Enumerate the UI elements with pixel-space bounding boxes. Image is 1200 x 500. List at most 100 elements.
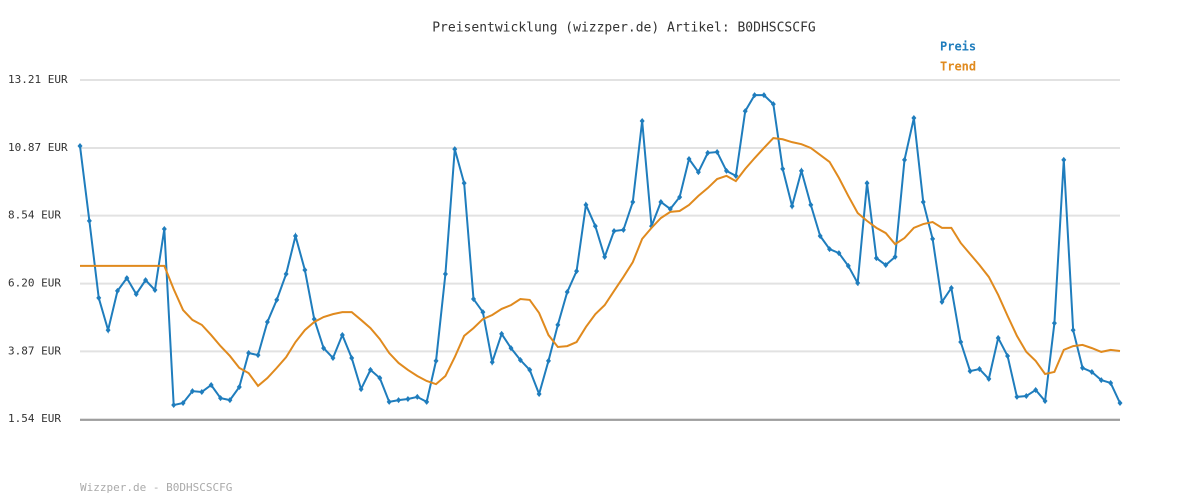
- point: [564, 289, 570, 296]
- point: [1080, 364, 1086, 371]
- point: [995, 334, 1001, 341]
- y-tick-label: 3.87 EUR: [8, 344, 61, 357]
- point: [349, 354, 355, 361]
- point: [143, 277, 149, 284]
- point: [105, 327, 111, 334]
- point: [808, 201, 814, 208]
- point: [780, 165, 786, 172]
- point: [302, 266, 308, 273]
- point: [930, 235, 936, 242]
- point: [274, 296, 280, 303]
- point: [873, 255, 879, 262]
- point: [686, 156, 692, 163]
- point: [461, 180, 467, 187]
- point: [1051, 320, 1057, 327]
- point: [499, 330, 505, 337]
- point: [321, 345, 327, 352]
- point: [855, 280, 861, 287]
- point: [845, 262, 851, 269]
- point: [339, 332, 345, 339]
- y-tick-label: 13.21 EUR: [8, 73, 68, 86]
- point: [967, 368, 973, 375]
- point: [452, 146, 458, 153]
- point: [902, 156, 908, 163]
- legend-label: Preis: [940, 40, 976, 54]
- point: [114, 287, 120, 294]
- point: [180, 400, 186, 407]
- point: [86, 217, 92, 224]
- point: [480, 309, 486, 316]
- point: [424, 398, 430, 405]
- point: [1014, 393, 1020, 400]
- point: [517, 357, 523, 364]
- point: [396, 397, 402, 404]
- point: [171, 402, 177, 409]
- point: [602, 253, 608, 260]
- point: [536, 391, 542, 398]
- point: [620, 226, 626, 233]
- point: [583, 201, 589, 208]
- point: [96, 294, 102, 301]
- point: [742, 108, 748, 115]
- point: [939, 298, 945, 305]
- point: [386, 398, 392, 405]
- point: [920, 199, 926, 206]
- point: [667, 205, 673, 212]
- point: [471, 296, 477, 303]
- point: [798, 167, 804, 174]
- legend-label: Trend: [940, 60, 976, 74]
- point: [133, 291, 139, 298]
- point: [976, 366, 982, 373]
- point: [705, 149, 711, 156]
- y-tick-label: 1.54 EUR: [8, 412, 61, 425]
- point: [574, 268, 580, 275]
- point: [152, 287, 158, 294]
- point: [545, 357, 551, 364]
- point: [1005, 352, 1011, 359]
- point: [986, 375, 992, 382]
- point: [695, 169, 701, 176]
- point: [639, 117, 645, 124]
- point: [892, 253, 898, 260]
- point: [1070, 327, 1076, 334]
- point: [405, 395, 411, 402]
- point: [714, 149, 720, 156]
- point: [1061, 156, 1067, 163]
- point: [292, 232, 298, 239]
- point: [246, 350, 252, 357]
- point: [658, 199, 664, 206]
- y-tick-label: 6.20 EUR: [8, 277, 61, 290]
- point: [358, 386, 364, 393]
- point: [442, 271, 448, 278]
- point: [124, 275, 130, 282]
- point: [377, 375, 383, 382]
- point: [630, 199, 636, 206]
- point: [836, 250, 842, 257]
- point: [283, 271, 289, 278]
- point: [433, 357, 439, 364]
- point: [199, 388, 205, 395]
- point: [958, 339, 964, 346]
- point: [161, 226, 167, 233]
- series-line: [79, 94, 1121, 407]
- point: [189, 388, 195, 395]
- point: [761, 92, 767, 99]
- point: [1042, 397, 1048, 404]
- point: [208, 382, 214, 389]
- point: [1098, 377, 1104, 384]
- point: [1117, 400, 1123, 407]
- point: [770, 101, 776, 108]
- point: [508, 345, 514, 352]
- point: [77, 142, 83, 149]
- point: [677, 194, 683, 201]
- footer: Wizzper.de - B0DHSCSCFG: [80, 481, 232, 494]
- point: [723, 167, 729, 174]
- point: [592, 223, 598, 230]
- point: [527, 366, 533, 373]
- point: [414, 393, 420, 400]
- point: [236, 384, 242, 391]
- point: [611, 228, 617, 235]
